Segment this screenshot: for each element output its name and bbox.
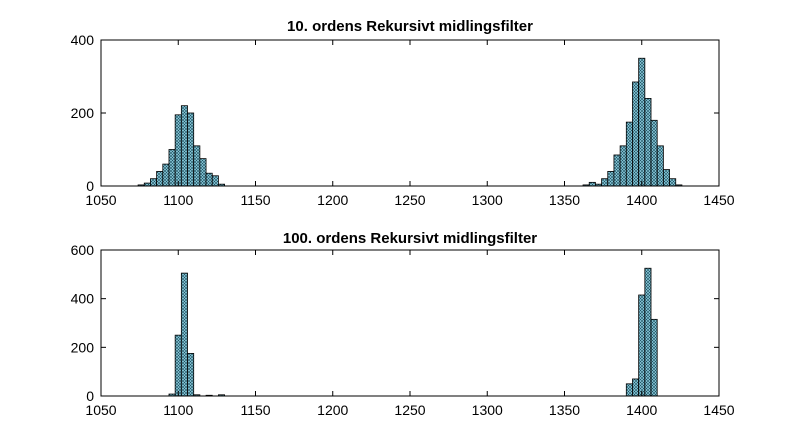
histogram-bar: [199, 158, 207, 187]
chart-bottom-bars: [168, 267, 658, 397]
x-tick-label: 1100: [163, 402, 193, 418]
y-tick-label: 0: [86, 178, 94, 194]
x-tick-label: 1200: [317, 192, 348, 208]
chart-bottom-ytick-labels: 0 200 400 600: [71, 242, 95, 404]
chart-top-title: 10. ordens Rekursivt midlingsfilter: [287, 18, 533, 35]
x-tick-label: 1350: [549, 192, 580, 208]
histogram-bar: [180, 105, 188, 187]
y-tick-label: 600: [71, 242, 95, 258]
x-tick-label: 1350: [549, 402, 580, 418]
x-tick-label: 1300: [472, 192, 503, 208]
x-tick-label: 1150: [240, 402, 270, 418]
chart-top-ytick-labels: 0 200 400: [71, 32, 95, 194]
x-tick-label: 1050: [85, 402, 116, 418]
histogram-bar: [156, 170, 164, 187]
x-tick-label: 1050: [85, 192, 116, 208]
histogram-bar: [625, 383, 633, 397]
y-tick-label: 400: [71, 32, 95, 48]
x-tick-label: 1250: [394, 192, 425, 208]
histogram-bar: [638, 294, 646, 397]
histogram-bar: [638, 57, 646, 187]
chart-bottom-axes: [100, 249, 720, 397]
histogram-bar: [625, 121, 633, 187]
histogram-bar: [205, 172, 213, 187]
chart-bottom-title: 100. ordens Rekursivt midlingsfilter: [283, 230, 537, 247]
histogram-bar: [632, 378, 640, 397]
x-tick-label: 1300: [472, 402, 503, 418]
chart-top-xtick-labels: 1050 1100 1150 1200 1250 1300 1350 1400 1450: [85, 192, 734, 208]
histogram-bar: [656, 145, 664, 187]
histogram-bar: [187, 112, 195, 187]
chart-top-bars: [137, 57, 683, 187]
histogram-bar: [644, 98, 652, 187]
histogram-bar: [150, 178, 158, 187]
histogram-bar: [632, 81, 640, 187]
histogram-bar: [601, 178, 609, 187]
y-tick-label: 0: [86, 388, 94, 404]
histogram-bar: [174, 114, 182, 187]
x-tick-label: 1250: [394, 402, 425, 418]
x-tick-label: 1100: [163, 192, 193, 208]
x-tick-label: 1450: [703, 402, 734, 418]
x-tick-label: 1150: [240, 192, 270, 208]
chart-top-axes: [100, 39, 720, 187]
histogram-bar: [174, 334, 182, 397]
chart-top: 10. ordens Rekursivt midlingsfilter 1050…: [71, 18, 735, 208]
histogram-bar: [162, 163, 170, 187]
histogram-bar: [650, 318, 658, 397]
x-tick-label: 1400: [626, 192, 657, 208]
histogram-bar: [193, 145, 201, 187]
histogram-bar: [662, 169, 670, 187]
x-tick-label: 1400: [626, 402, 657, 418]
x-tick-label: 1450: [703, 192, 734, 208]
histogram-bar: [650, 119, 658, 187]
histogram-bar: [168, 149, 176, 187]
y-tick-label: 400: [71, 291, 95, 307]
histogram-bar: [607, 170, 615, 187]
histogram-bar: [644, 267, 652, 397]
y-tick-label: 200: [71, 105, 95, 121]
histogram-bar: [187, 353, 195, 397]
histogram-bar: [619, 145, 627, 187]
chart-bottom: 100. ordens Rekursivt midlingsfilter 105…: [71, 230, 735, 418]
histogram-bar: [669, 178, 677, 187]
histogram-bar: [211, 175, 219, 187]
histogram-bar: [588, 181, 596, 187]
histogram-bar: [613, 154, 621, 187]
y-tick-label: 200: [71, 339, 95, 355]
histogram-bar: [180, 272, 188, 397]
x-tick-label: 1200: [317, 402, 348, 418]
chart-bottom-xtick-labels: 1050 1100 1150 1200 1250 1300 1350 1400 1450: [85, 402, 734, 418]
